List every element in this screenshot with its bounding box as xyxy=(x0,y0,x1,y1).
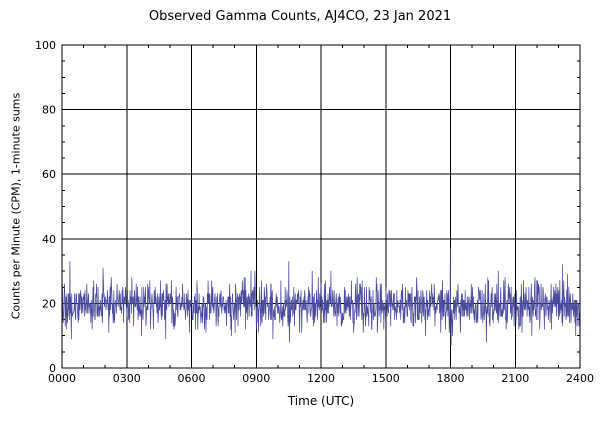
y-tick-label: 100 xyxy=(35,39,56,52)
plot-frame xyxy=(61,44,581,369)
y-tick-label: 0 xyxy=(49,362,56,375)
x-tick-label: 2400 xyxy=(566,372,594,385)
x-tick-label: 0600 xyxy=(178,372,206,385)
data-series xyxy=(61,248,581,346)
x-tick-label: 1800 xyxy=(437,372,465,385)
x-axis-label: Time (UTC) xyxy=(287,394,355,408)
tick-labels: 0000 0300 0600 0900 1200 1500 1800 2100 2400 0 20 4… xyxy=(35,39,594,385)
x-tick-label: 1200 xyxy=(307,372,335,385)
y-tick-label: 20 xyxy=(42,297,56,310)
x-tick-label: 1500 xyxy=(372,372,400,385)
y-tick-label: 40 xyxy=(42,233,56,246)
y-tick-label: 60 xyxy=(42,168,56,181)
chart-title: Observed Gamma Counts, AJ4CO, 23 Jan 202… xyxy=(148,9,452,24)
x-tick-label: 0000 xyxy=(48,372,76,385)
x-tick-label: 0900 xyxy=(242,372,270,385)
y-tick-label: 80 xyxy=(42,104,56,117)
x-tick-label: 0300 xyxy=(113,372,141,385)
x-tick-label: 2100 xyxy=(501,372,529,385)
grid-lines xyxy=(62,45,580,368)
